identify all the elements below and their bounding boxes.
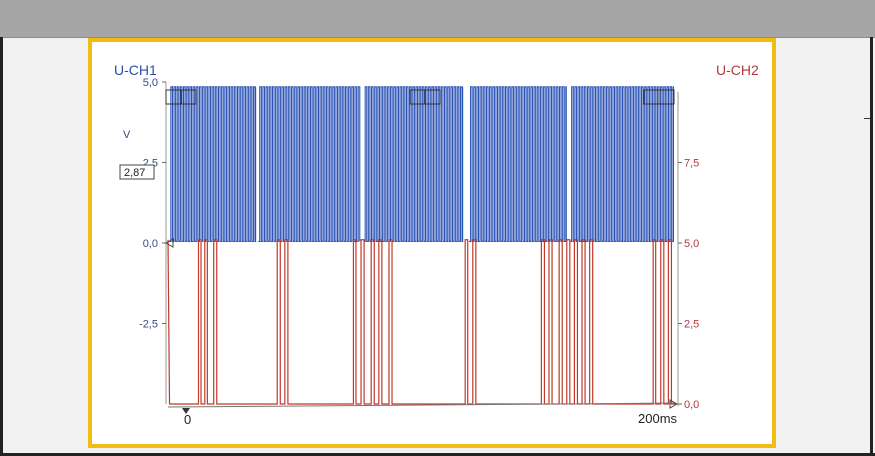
title-bar — [0, 0, 875, 38]
right-tick-label: 7,5 — [684, 158, 699, 170]
left-axis-title: U-CH1 — [114, 62, 157, 78]
window-frame-bottom — [0, 453, 875, 456]
ch2-ground-marker — [669, 399, 679, 409]
right-tick-label: 5,0 — [684, 238, 699, 250]
left-tick-label: 0,0 — [143, 238, 158, 250]
cursor-value-box[interactable] — [119, 164, 155, 180]
trigger-marker — [182, 408, 190, 414]
x-start-label: 0 — [184, 412, 191, 427]
right-tick-label: 2,5 — [684, 319, 699, 331]
ch1-waveform-burst — [468, 86, 567, 242]
left-tick-label: -2,5 — [139, 319, 158, 331]
frame-notch — [864, 118, 870, 119]
ch1-ground-marker — [164, 238, 174, 248]
left-tick-label: 5,0 — [143, 77, 158, 89]
ch1-waveform-burst — [258, 86, 361, 242]
ch1-waveform-burst — [570, 86, 675, 242]
left-axis-unit: V — [123, 129, 131, 141]
right-axis-title: U-CH2 — [716, 62, 759, 78]
oscilloscope-chart: 5,02,50,0-2,57,55,02,50,0 U-CH1 V U-CH2 … — [114, 62, 759, 427]
ch2-waveform — [167, 239, 676, 405]
oscilloscope-chart-frame: 5,0 2,5 0,0 -2,5 7,5 5,0 2,5 0,0 U-CH1 V U-CH2 … — [88, 38, 776, 448]
cursor-value-label: 2,87 — [124, 167, 145, 179]
x-end-label: 200ms — [638, 411, 678, 426]
ch1-waveform-burst — [169, 86, 257, 242]
right-tick-label: 0,0 — [684, 399, 699, 411]
time-axis-line — [167, 402, 677, 408]
window-frame-right — [870, 37, 873, 456]
ch1-waveform-burst — [363, 86, 464, 242]
window-frame-left — [0, 37, 3, 456]
